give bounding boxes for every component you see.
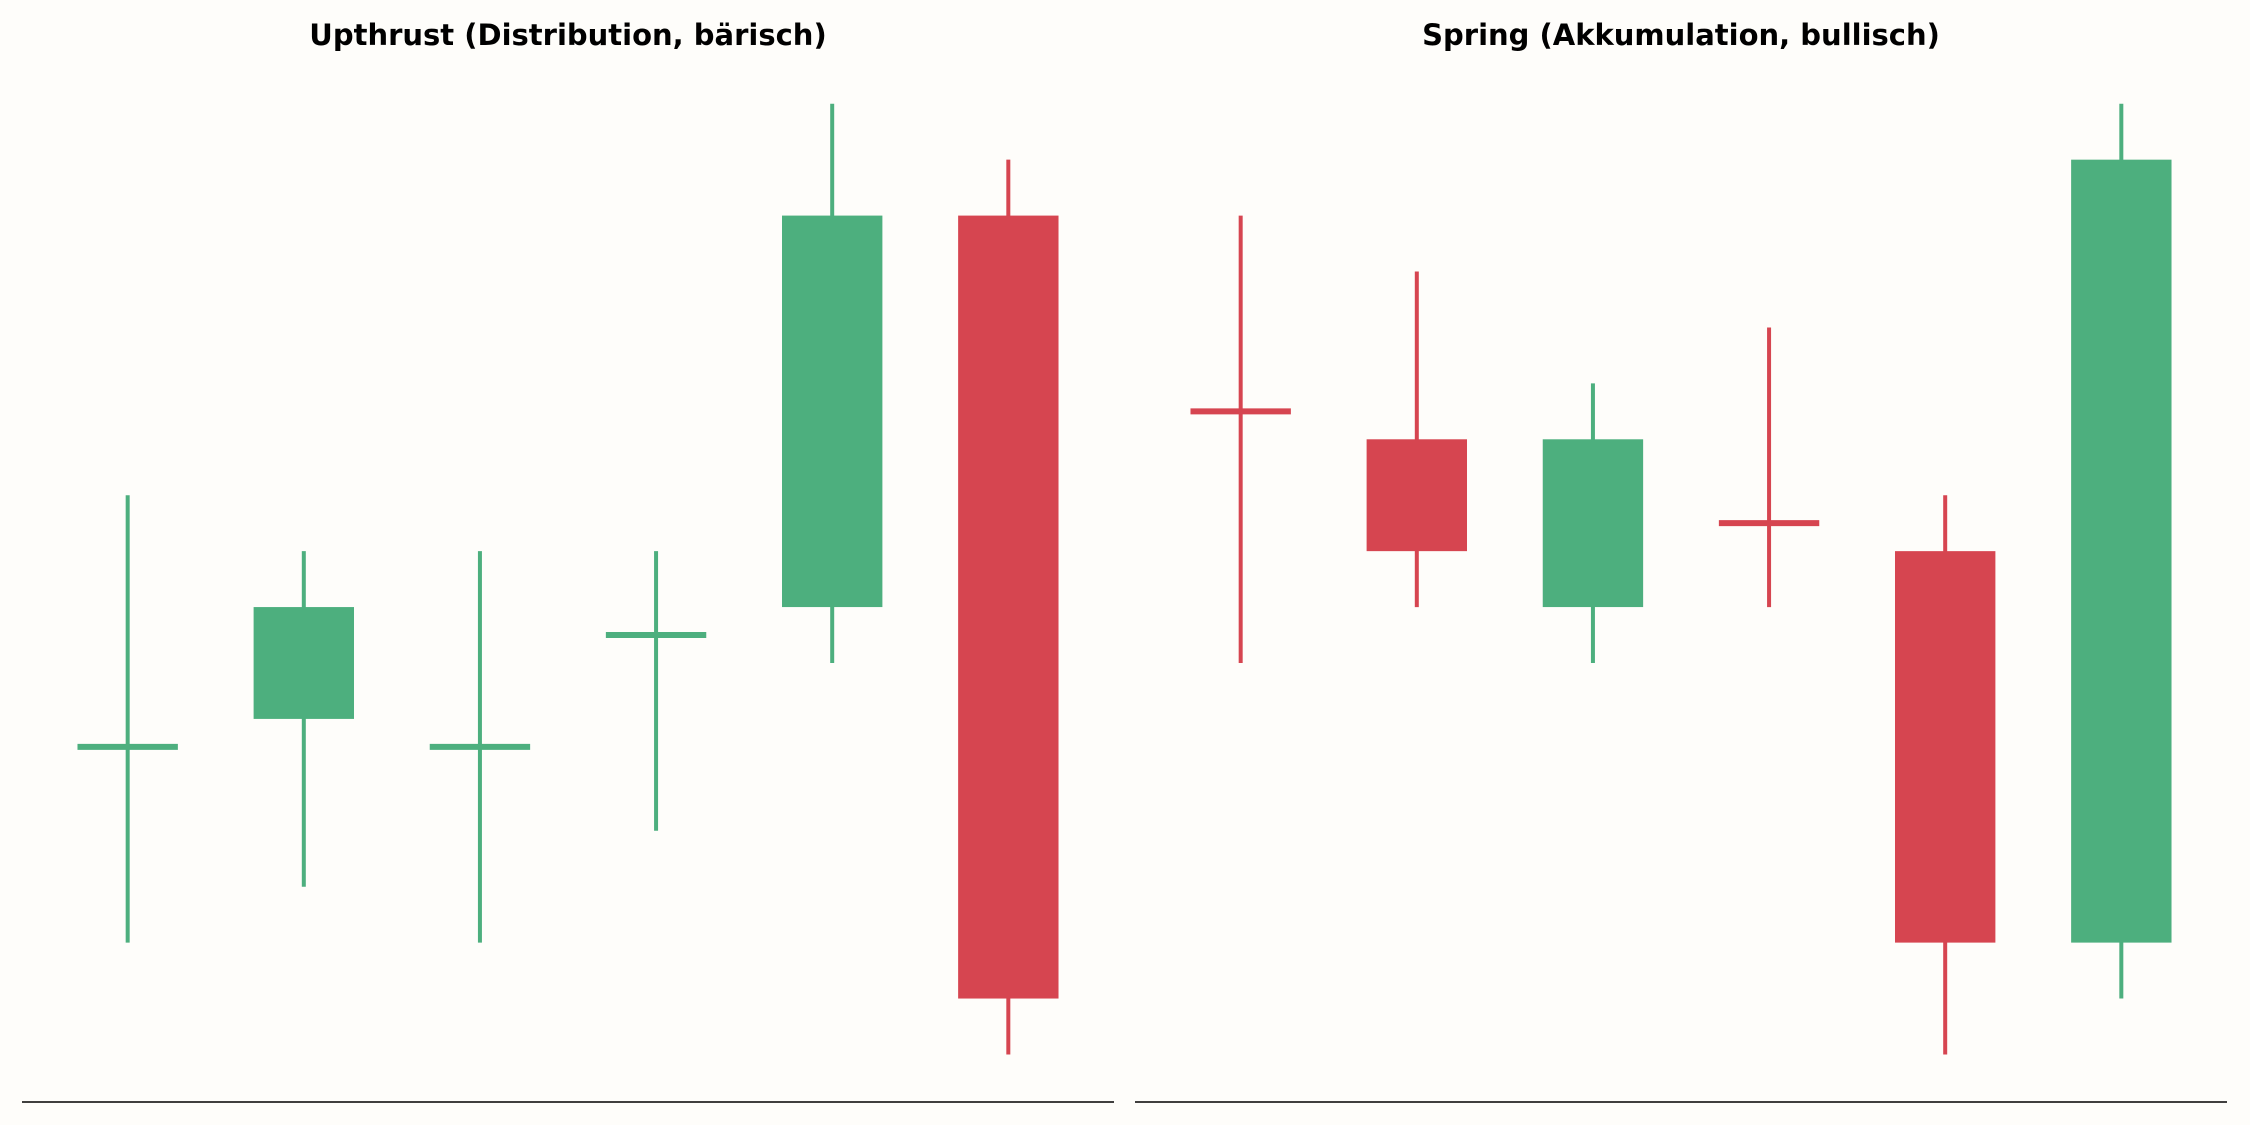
candle-body — [958, 215, 1059, 999]
candle-body — [1894, 551, 1996, 943]
candle-body — [2071, 159, 2172, 943]
chart-title: Spring (Akkumulation, bullisch) — [1422, 18, 1940, 52]
candle-body — [1366, 439, 1468, 552]
candle-body — [253, 607, 355, 719]
candle-body — [781, 215, 883, 608]
candle-body — [1542, 439, 1644, 608]
chart-title: Upthrust (Distribution, bärisch) — [309, 18, 826, 52]
